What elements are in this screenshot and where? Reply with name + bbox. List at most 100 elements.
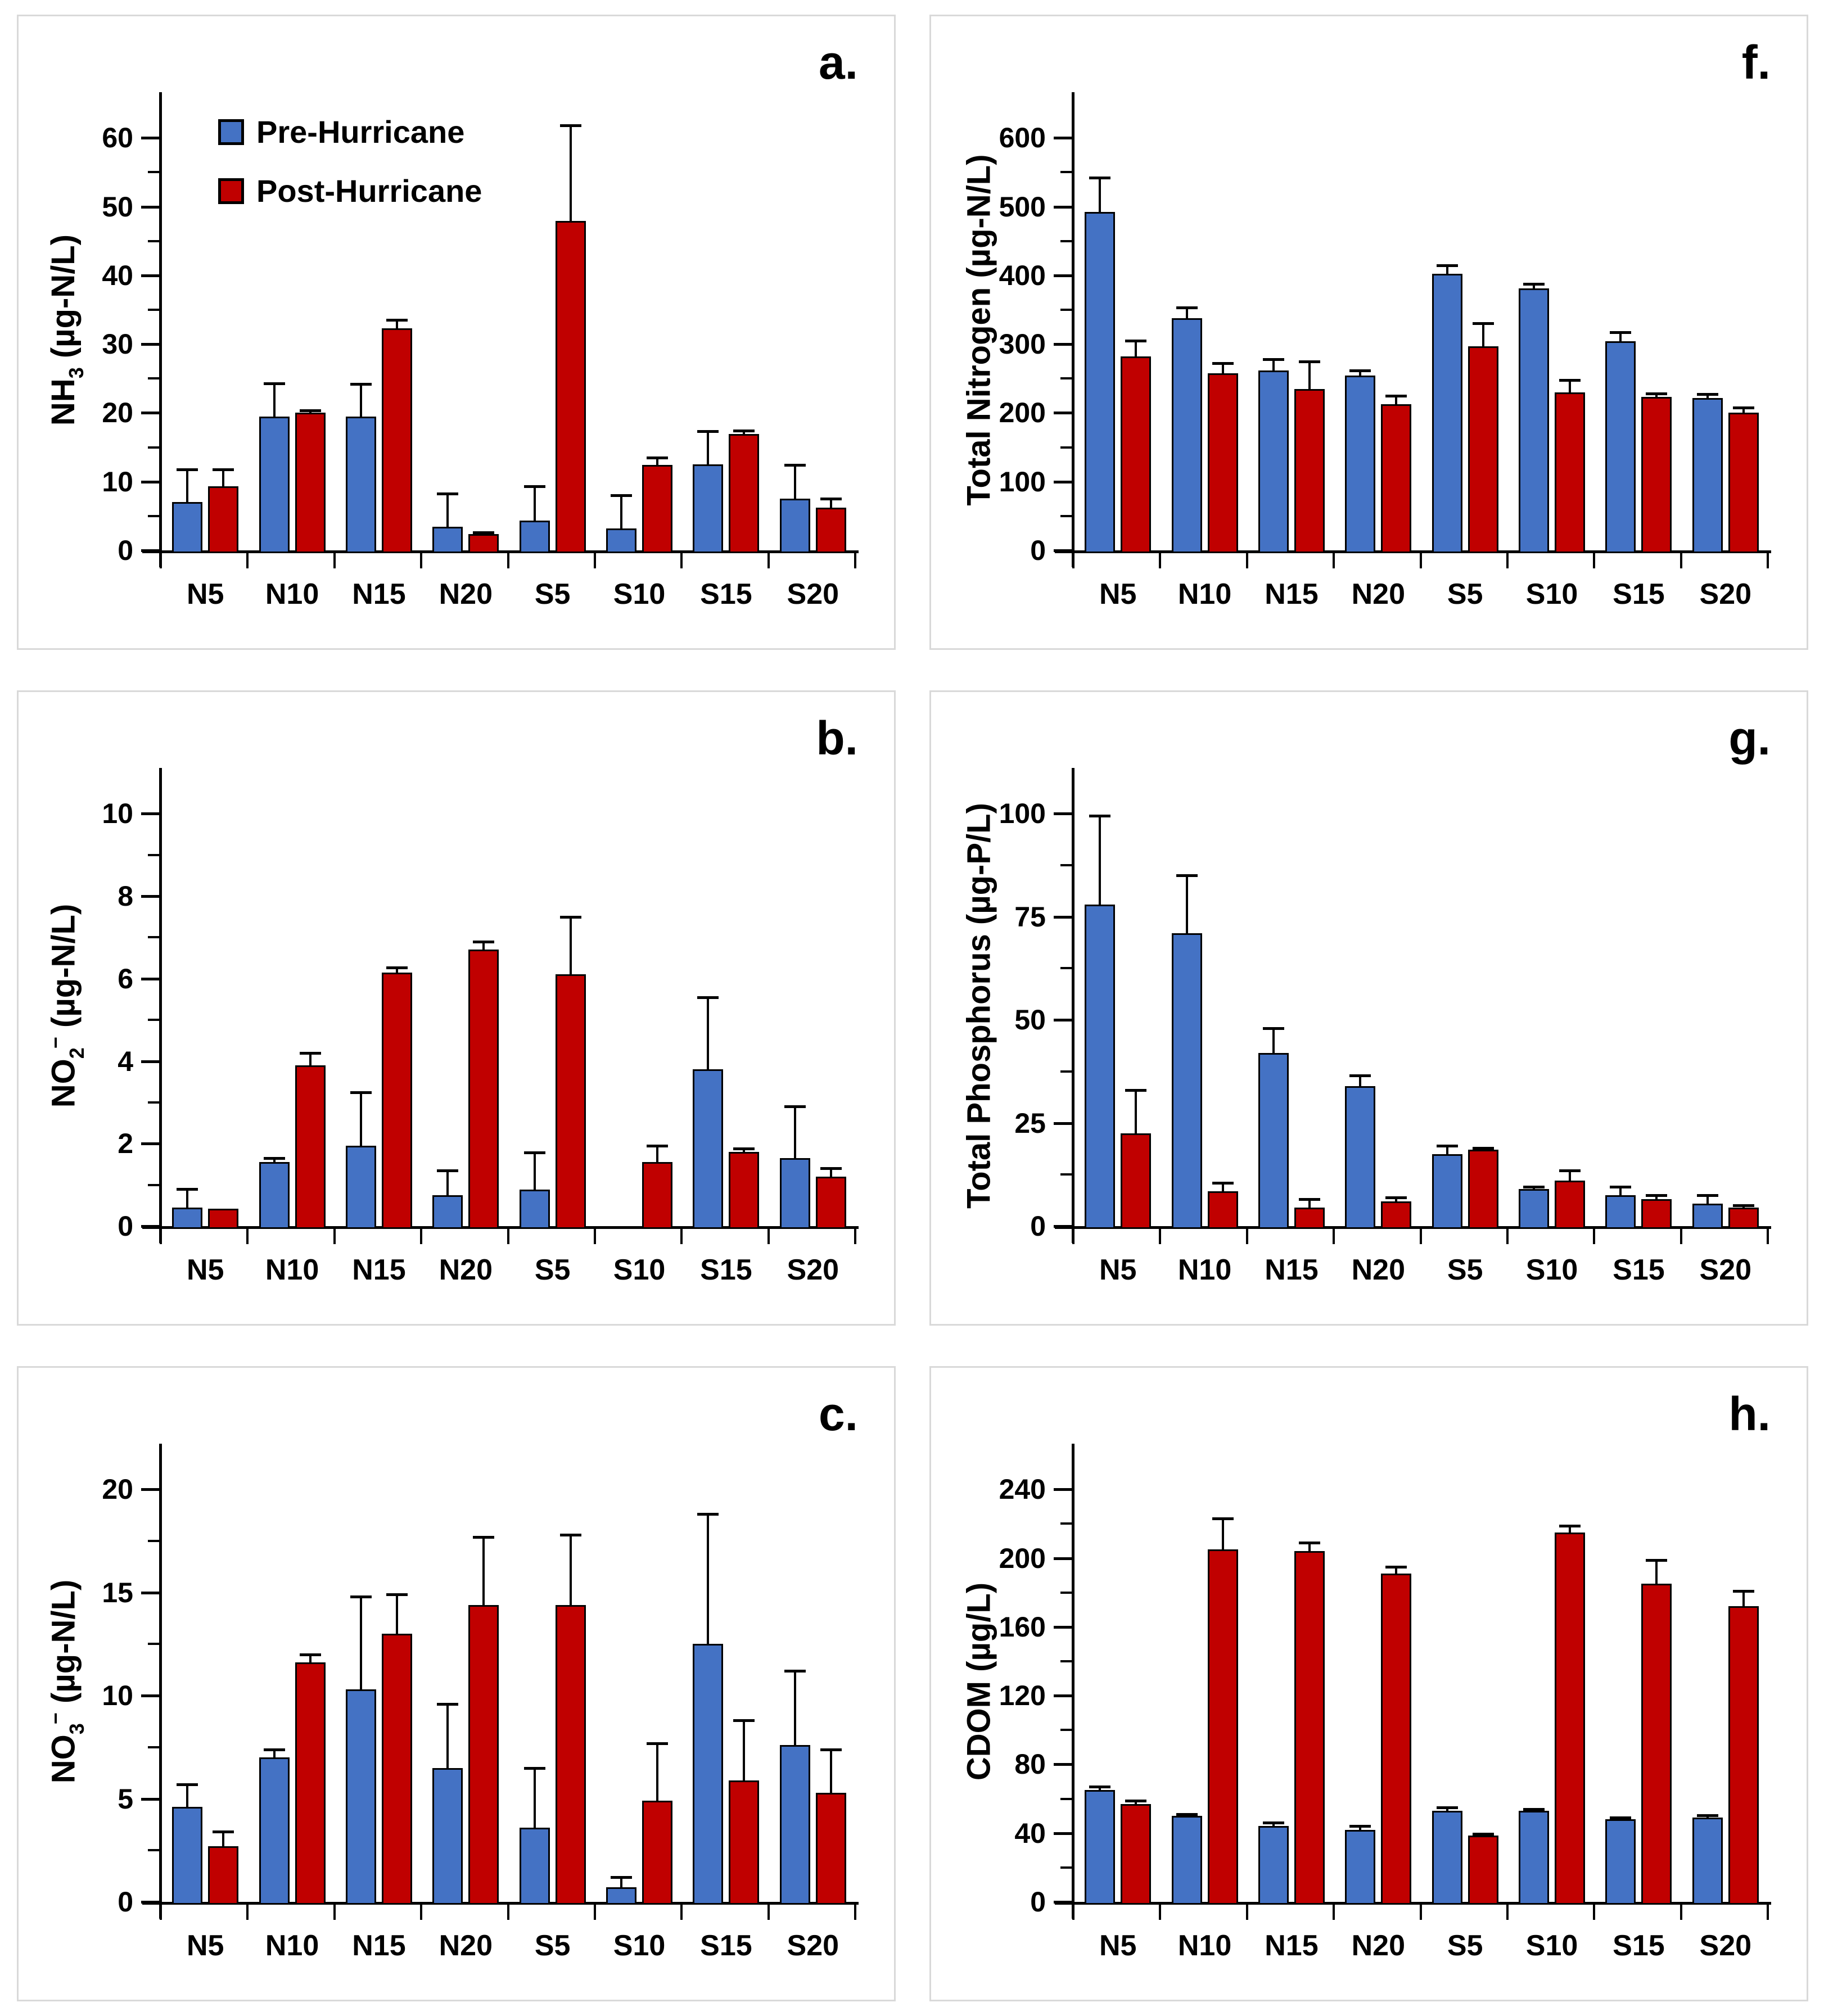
y-major-tick [141, 549, 159, 552]
y-major-tick [141, 1797, 159, 1801]
y-major-tick [1054, 1832, 1072, 1835]
x-boundary-tick [420, 1226, 423, 1244]
error-bar-cap [1089, 1786, 1111, 1789]
y-tick-label: 50 [102, 191, 133, 223]
error-bar-line [620, 1877, 623, 1888]
post-hurricane-bar [1207, 1191, 1238, 1229]
x-category-label: N20 [439, 1254, 493, 1286]
error-bar-cap [1646, 1194, 1668, 1197]
y-tick-label: 6 [118, 962, 133, 995]
y-tick-label: 15 [102, 1576, 133, 1608]
error-bar-line [1482, 323, 1484, 346]
pre-hurricane-bar [172, 1207, 203, 1229]
pre-hurricane-bar [519, 1190, 550, 1229]
post-hurricane-bar [295, 1065, 326, 1229]
error-bar-cap [559, 1534, 581, 1537]
error-bar-line [446, 493, 449, 527]
y-major-tick [141, 1591, 159, 1594]
error-bar-line [533, 1152, 536, 1190]
error-bar-cap [1262, 1821, 1284, 1825]
error-bar-line [656, 1743, 659, 1801]
y-minor-tick [1060, 239, 1072, 242]
error-bar-cap [1610, 1186, 1632, 1189]
error-bar-cap [647, 456, 669, 459]
error-bar-cap [1298, 360, 1320, 363]
error-bar-cap [1696, 393, 1718, 396]
x-category-label: S20 [787, 578, 839, 611]
y-minor-tick [1060, 171, 1072, 174]
error-bar-cap [733, 1147, 755, 1151]
pre-hurricane-bar [345, 1689, 376, 1905]
x-boundary-tick [1506, 1902, 1509, 1920]
error-bar-line [222, 1832, 225, 1846]
error-bar-line [186, 469, 189, 503]
error-bar-line [273, 1158, 276, 1163]
post-hurricane-bar [1294, 1551, 1325, 1905]
error-bar-cap [386, 1593, 408, 1597]
y-major-tick [1054, 915, 1072, 919]
panel-h-cdom-chart: h. CDOM (µg/L) 0 40 80 120 160 200 240 N5 N10 N15 N2… [929, 1366, 1808, 2001]
error-bar-line [1446, 1145, 1448, 1154]
x-category-label: S15 [1613, 1929, 1665, 1962]
x-boundary-tick [680, 1902, 683, 1920]
x-boundary-tick [767, 1226, 770, 1244]
error-bar-line [359, 1092, 362, 1146]
post-hurricane-bar [381, 328, 412, 553]
x-boundary-tick [507, 1226, 509, 1244]
x-category-label: S15 [700, 1929, 752, 1962]
error-bar-cap [1436, 264, 1458, 267]
error-bar-cap [1732, 1204, 1754, 1208]
x-category-label: S15 [1613, 1254, 1665, 1286]
error-bar-line [1221, 1518, 1224, 1550]
post-hurricane-bar [1121, 1133, 1152, 1229]
x-boundary-tick [767, 550, 770, 568]
x-boundary-tick [1419, 550, 1422, 568]
y-major-tick [141, 1901, 159, 1904]
x-boundary-tick [1593, 1902, 1596, 1920]
pre-hurricane-bar [1345, 1086, 1376, 1229]
error-bar-line [707, 997, 710, 1070]
error-bar-cap [350, 1595, 372, 1599]
error-bar-cap [473, 531, 495, 535]
y-axis-line [159, 768, 162, 1243]
error-bar-line [222, 469, 225, 487]
pre-hurricane-bar [1519, 1188, 1550, 1229]
y-minor-tick [148, 1183, 159, 1186]
y-major-tick [141, 205, 159, 209]
y-major-tick [1054, 480, 1072, 483]
x-category-label: N10 [1177, 1929, 1232, 1962]
y-minor-tick [148, 1849, 159, 1852]
legend-row-post: Post-Hurricane [218, 173, 482, 209]
pre-hurricane-bar [172, 1807, 203, 1905]
error-bar-cap [1523, 1807, 1545, 1811]
post-hurricane-bar [642, 465, 673, 553]
x-boundary-tick [1245, 550, 1248, 568]
pre-hurricane-bar [1345, 1829, 1376, 1905]
pre-hurricane-bar [779, 1158, 810, 1229]
error-bar-line [1706, 1195, 1709, 1204]
error-bar-line [707, 431, 710, 465]
x-axis-line [142, 550, 859, 553]
x-boundary-tick [593, 550, 596, 568]
post-hurricane-bar [208, 1846, 239, 1905]
error-bar-cap [1176, 306, 1198, 310]
y-minor-tick [148, 171, 159, 174]
error-bar-cap [1262, 1027, 1284, 1030]
error-bar-cap [1646, 392, 1668, 396]
pre-hurricane-bar [1085, 1790, 1116, 1905]
error-bar-cap [1559, 1169, 1581, 1172]
x-category-label: S10 [1525, 578, 1578, 611]
y-tick-label: 240 [999, 1473, 1046, 1506]
error-bar-cap [1732, 406, 1754, 409]
post-hurricane-bar [1728, 1606, 1759, 1905]
y-minor-tick [148, 1019, 159, 1021]
x-boundary-tick [1072, 550, 1074, 568]
error-bar-line [395, 1594, 398, 1634]
legend-row-pre: Pre-Hurricane [218, 114, 482, 150]
x-boundary-tick [1072, 1226, 1074, 1244]
x-category-label: N5 [186, 1929, 224, 1962]
panel-label: a. [818, 36, 858, 89]
x-category-label: N20 [439, 1929, 493, 1962]
y-minor-tick [1060, 1070, 1072, 1073]
pre-hurricane-bar [1432, 1810, 1462, 1905]
